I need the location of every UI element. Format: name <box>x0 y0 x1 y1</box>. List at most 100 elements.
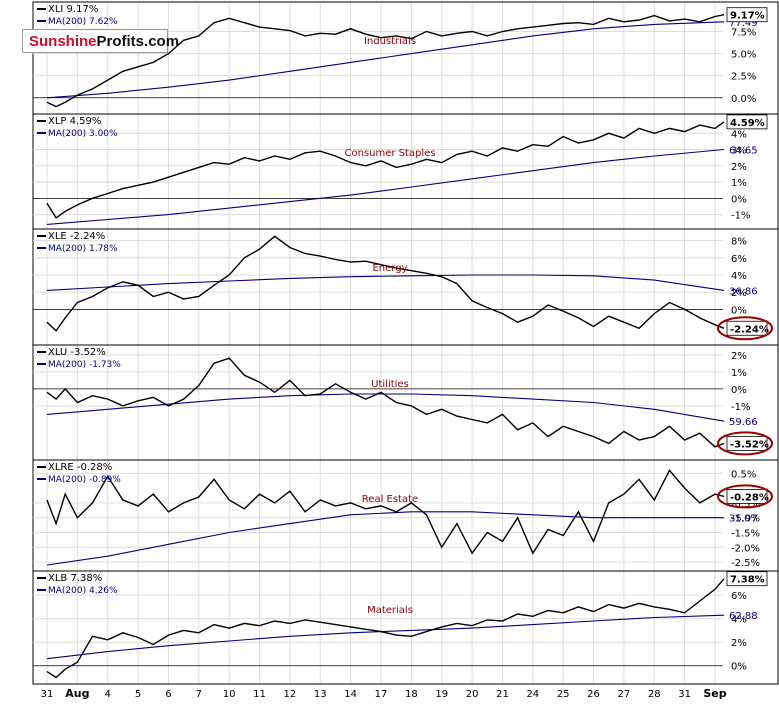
last-value-label: 7.38% <box>730 575 765 586</box>
x-tick-label: 7 <box>196 689 202 700</box>
last-value-box <box>726 489 768 504</box>
legend-ma: MA(200) 1.78% <box>48 244 118 254</box>
y-tick-label: -1% <box>731 211 750 222</box>
day-gridlines <box>46 2 716 684</box>
x-tick-label: 11 <box>253 689 266 700</box>
y-tick-label: -2.0% <box>731 543 760 554</box>
price-line <box>46 235 725 332</box>
sector-title: Industrials <box>364 36 416 47</box>
y-tick-label: 2% <box>731 351 747 362</box>
highlight-circle <box>717 431 773 456</box>
logo-part2: Profits.com <box>96 33 180 50</box>
sector-title: Real Estate <box>362 494 418 505</box>
x-tick-label: 18 <box>405 689 418 700</box>
legend-ma: MA(200) 3.00% <box>48 129 118 139</box>
x-tick-label: 17 <box>375 689 388 700</box>
x-tick-label: 14 <box>344 689 357 700</box>
legend-ticker: XLB 7.38% <box>48 573 102 584</box>
y-tick-label: 2% <box>731 162 747 173</box>
legend-ticker: XLU -3.52% <box>48 347 106 358</box>
y-tick-label: 4% <box>731 615 747 626</box>
y-tick-label: 2% <box>731 638 747 649</box>
x-tick-label: 12 <box>284 689 297 700</box>
sector-title: Consumer Staples <box>344 148 435 159</box>
price-line <box>46 14 725 108</box>
legend-ticker: XLRE -0.28% <box>48 462 112 473</box>
y-tick-label: 3% <box>731 146 747 157</box>
y-tick-label: 2% <box>731 288 747 299</box>
price-line <box>46 578 725 679</box>
x-tick-label: 20 <box>466 689 479 700</box>
panel-energy: 0% 2% 4% 6% 8% 36.86 -2.24% XLE -2.24% MA(200) 1… <box>32 228 779 346</box>
x-tick-label: Sep <box>703 687 726 700</box>
y-tick-label: -1.0% <box>731 514 760 525</box>
panel-frame <box>32 228 779 346</box>
y-tick-label: 0.0% <box>731 94 756 105</box>
sector-title: Materials <box>367 605 413 616</box>
x-axis: 31 Aug 4 5 6 7 10 11 12 13 14 17 18 19 20 21 24 25 26 27 28 3… <box>41 687 727 700</box>
ma-last-value: 62.88 <box>729 611 758 622</box>
last-value-box <box>726 571 768 587</box>
y-tick-label: 0% <box>731 194 747 205</box>
panel-real-estate: -2.5% -2.0% -1.5% -1.0% -0.5% 0.5% 35.97 -0.28%… <box>32 459 779 572</box>
x-tick-label: 4 <box>105 689 111 700</box>
panel-frame <box>32 1 779 115</box>
ma200-line <box>46 21 725 99</box>
legend-ticker: XLP 4.59% <box>48 116 101 127</box>
panel-frame <box>32 113 779 230</box>
y-tick-label: 8% <box>731 237 747 248</box>
last-value-box <box>726 7 768 23</box>
legend-ticker: XLI 9.17% <box>48 4 98 15</box>
panel-frame <box>32 570 779 685</box>
highlight-circle <box>717 316 773 341</box>
ma-last-value: 59.66 <box>729 417 758 428</box>
sector-title: Energy <box>372 263 407 274</box>
y-tick-label: 6% <box>731 254 747 265</box>
price-line <box>46 357 725 448</box>
y-tick-label: 5.0% <box>731 50 756 61</box>
ma-last-value: 36.86 <box>729 286 758 297</box>
ma200-line <box>46 274 725 291</box>
x-tick-label: 24 <box>526 689 539 700</box>
highlight-circle <box>717 484 773 509</box>
panel-industrials: 0.0% 2.5% 5.0% 7.5%77.499.17% XLI 9.17% MA(20… <box>32 1 779 115</box>
x-tick-label: 28 <box>648 689 661 700</box>
y-tick-label: 0% <box>731 662 747 673</box>
x-tick-label: 21 <box>496 689 509 700</box>
x-tick-label: 31 <box>678 689 691 700</box>
price-line <box>46 469 725 555</box>
y-tick-label: 0.5% <box>731 469 756 480</box>
ma200-line <box>46 148 725 225</box>
last-value-label: -2.24% <box>730 324 769 335</box>
last-value-box <box>726 320 768 336</box>
y-tick-label: 7.5% <box>731 28 756 39</box>
legend-ticker: XLE -2.24% <box>48 231 105 242</box>
x-tick-label: 13 <box>314 689 327 700</box>
x-tick-label: 19 <box>435 689 448 700</box>
last-value-label: 9.17% <box>730 11 765 22</box>
x-tick-label: 25 <box>557 689 570 700</box>
panel-materials: 0% 2% 4% 6% 62.88 7.38% XLB 7.38% MA(200) 4.26%… <box>32 570 779 685</box>
x-tick-label: 26 <box>587 689 600 700</box>
y-tick-label: 0% <box>731 385 747 396</box>
legend-ma: MA(200) -0.89% <box>48 475 121 485</box>
ma200-line <box>46 614 725 660</box>
legend-ma: MA(200) 7.62% <box>48 17 118 27</box>
y-tick-label: 2.5% <box>731 72 756 83</box>
y-tick-label: 1% <box>731 368 747 379</box>
last-value-box <box>726 435 768 451</box>
y-tick-label: -2.5% <box>731 558 760 569</box>
last-value-box <box>726 114 768 130</box>
x-tick-label: 6 <box>165 689 171 700</box>
y-tick-label: 4% <box>731 271 747 282</box>
legend-ma: MA(200) -1.73% <box>48 360 121 370</box>
logo: SunshineProfits.com <box>22 29 179 53</box>
panel-consumer-staples: -1% 0% 1% 2% 3% 4% 64.65 4.59% XLP 4.59% MA(200) … <box>32 113 779 230</box>
panel-utilities: -1% 0% 1% 2% 59.66 -3.52% XLU -3.52% MA(200) -1… <box>32 344 779 461</box>
y-tick-label: 1% <box>731 178 747 189</box>
last-value-label: 4.59% <box>730 118 765 129</box>
price-line <box>46 121 725 219</box>
y-tick-label: -1.5% <box>731 529 760 540</box>
ma200-line <box>46 393 725 422</box>
